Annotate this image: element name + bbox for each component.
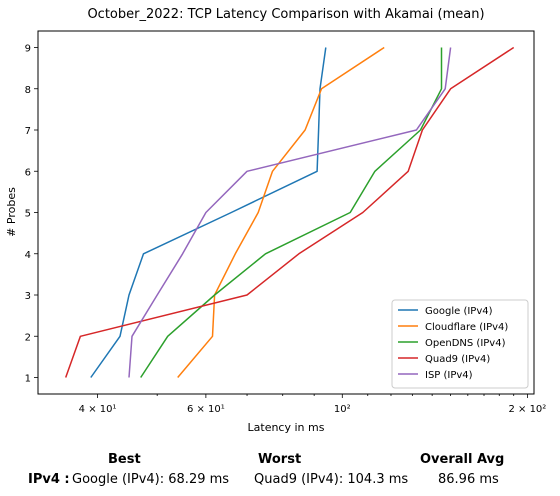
y-tick-label: 8 (25, 85, 31, 96)
best-header: Best (108, 452, 141, 467)
series-line-3 (64, 46, 515, 378)
series-line-2 (140, 47, 443, 378)
legend: Google (IPv4) Cloudflare (IPv4) OpenDNS (I… (391, 299, 529, 389)
y-tick-label: 4 (25, 250, 31, 261)
y-tick-label: 6 (25, 167, 31, 178)
overall-avg-header: Overall Avg (420, 452, 505, 467)
series-line-0 (90, 47, 327, 378)
worst-value: Quad9 (IPv4): 104.3 ms (254, 472, 409, 487)
x-tick-label: 4 × 10¹ (79, 404, 117, 415)
x-axis-label: Latency in ms (248, 421, 325, 434)
worst-header: Worst (258, 452, 302, 467)
legend-label-3: Quad9 (IPv4) (425, 354, 490, 365)
series-line-1 (177, 46, 385, 378)
y-tick-label: 3 (25, 291, 31, 302)
series-line-4 (128, 47, 452, 378)
summary-stats: Best Worst Overall Avg IPv4 : Google (IP… (0, 446, 560, 496)
x-tick-label: 10² (334, 404, 351, 415)
legend-label-0: Google (IPv4) (425, 306, 493, 317)
x-tick-label: 2 × 10² (508, 404, 546, 415)
y-tick-label: 1 (25, 374, 31, 385)
y-tick-label: 9 (25, 44, 31, 55)
x-tick-label: 6 × 10¹ (187, 404, 225, 415)
best-value: Google (IPv4): 68.29 ms (72, 472, 230, 487)
overall-avg-value: 86.96 ms (438, 472, 499, 487)
chart-title: October_2022: TCP Latency Comparison wit… (87, 7, 484, 22)
plot-frame (37, 30, 535, 395)
latency-chart: October_2022: TCP Latency Comparison wit… (5, 7, 546, 434)
ipv4-row-label: IPv4 : (28, 472, 70, 487)
y-tick-label: 5 (25, 209, 31, 220)
legend-label-2: OpenDNS (IPv4) (425, 338, 506, 349)
y-axis-label: # Probes (5, 187, 18, 237)
legend-label-4: ISP (IPv4) (425, 370, 473, 381)
legend-label-1: Cloudflare (IPv4) (425, 322, 508, 333)
y-tick-label: 2 (25, 332, 31, 343)
legend-box (391, 299, 529, 389)
y-tick-label: 7 (25, 126, 31, 137)
